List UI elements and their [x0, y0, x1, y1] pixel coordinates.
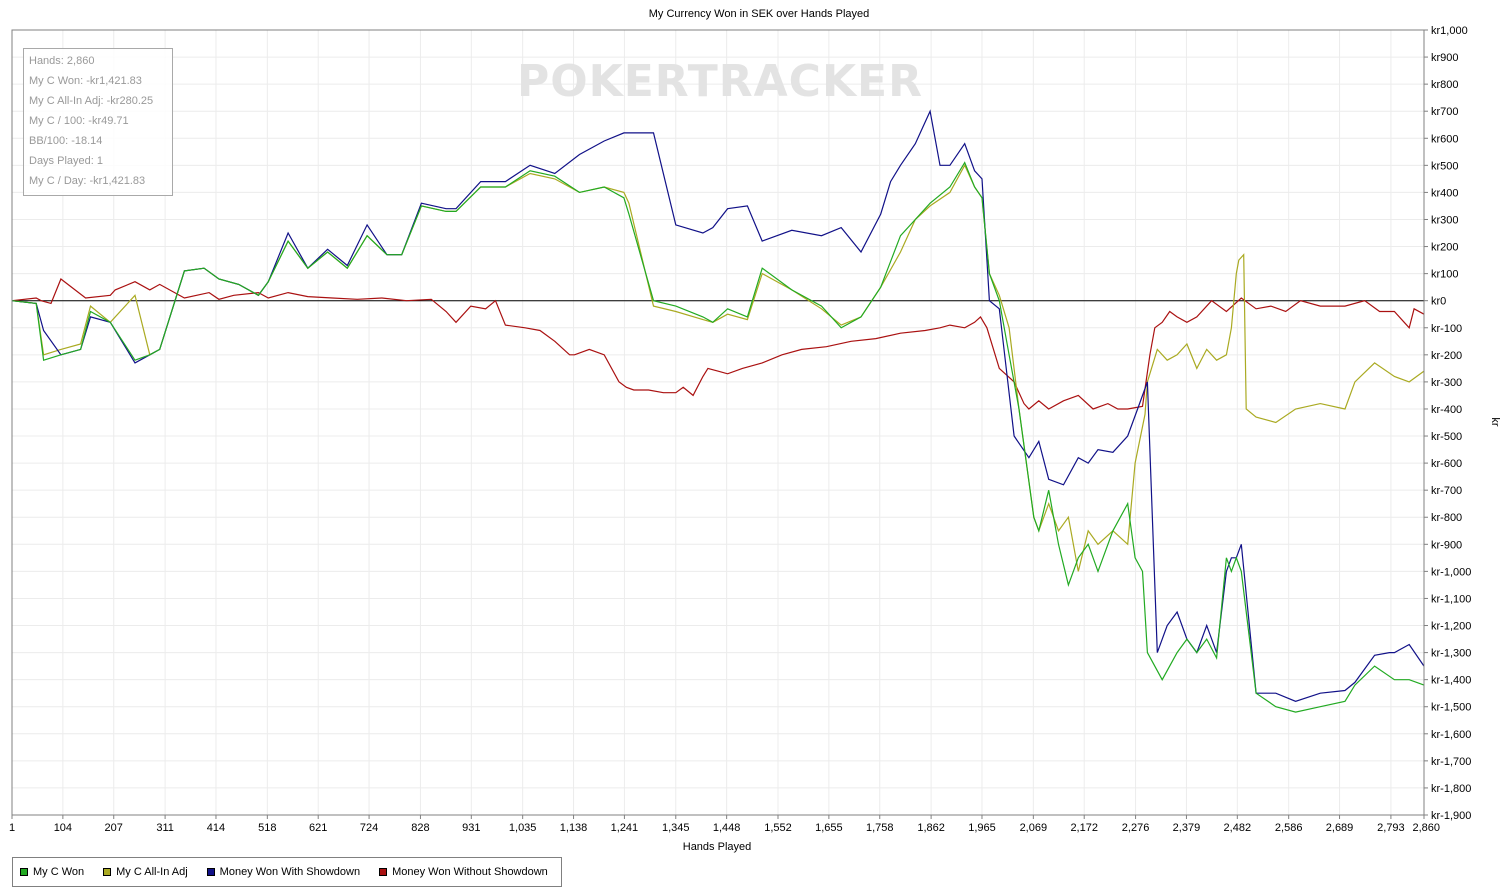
- y-tick-label: kr-500: [1431, 431, 1462, 443]
- x-tick-label: 2,379: [1173, 822, 1201, 834]
- x-tick-label: 621: [309, 822, 327, 834]
- legend-item-my-c-won[interactable]: My C Won: [20, 866, 84, 878]
- x-axis-label: Hands Played: [683, 841, 752, 853]
- stats-box: Hands: 2,860 My C Won: -kr1,421.83 My C …: [23, 48, 173, 196]
- x-tick-label: 1,655: [815, 822, 843, 834]
- stat-bb-100: BB/100: -18.14: [29, 135, 103, 147]
- series-line-my-c-won: [11, 161, 1425, 713]
- x-tick-label: 311: [156, 822, 174, 834]
- watermark-logo: POKERTRACKER: [517, 56, 923, 107]
- x-tick-label: 518: [258, 822, 276, 834]
- x-tick-label: 1,138: [560, 822, 588, 834]
- y-tick-label: kr300: [1431, 214, 1459, 226]
- x-tick-label: 104: [54, 822, 72, 834]
- y-tick-label: kr500: [1431, 160, 1459, 172]
- x-tick-label: 828: [411, 822, 429, 834]
- y-tick-label: kr1,000: [1431, 25, 1468, 37]
- legend-label: My C All-In Adj: [116, 866, 188, 878]
- y-tick-label: kr-1,200: [1431, 621, 1471, 633]
- y-tick-label: kr-200: [1431, 350, 1462, 362]
- chart-title: My Currency Won in SEK over Hands Played: [649, 8, 870, 20]
- x-tick-label: 1,862: [917, 822, 945, 834]
- x-tick-label: 2,172: [1070, 822, 1098, 834]
- x-tick-label: 1,241: [611, 822, 639, 834]
- legend-label: Money Won Without Showdown: [392, 866, 548, 878]
- y-tick-label: kr200: [1431, 242, 1459, 254]
- x-tick-label: 1,345: [662, 822, 690, 834]
- x-tick-label: 414: [207, 822, 225, 834]
- plot-area: [11, 29, 1425, 816]
- y-tick-label: kr800: [1431, 79, 1459, 91]
- y-tick-label: kr-1,100: [1431, 593, 1471, 605]
- y-tick-label: kr-1,700: [1431, 756, 1471, 768]
- x-tick-label: 2,069: [1020, 822, 1048, 834]
- series-group: [11, 109, 1425, 713]
- y-tick-label: kr-1,800: [1431, 783, 1471, 795]
- stat-per-day: My C / Day: -kr1,421.83: [29, 175, 146, 187]
- y-tick-label: kr-1,300: [1431, 648, 1471, 660]
- x-tick-label: 2,276: [1122, 822, 1150, 834]
- x-tick-label: 1,552: [764, 822, 792, 834]
- series-line-my-c-all-in-adj: [11, 163, 1425, 572]
- legend-swatch: [103, 868, 112, 876]
- y-tick-label: kr-1,500: [1431, 702, 1471, 714]
- x-tick-label: 2,586: [1275, 822, 1303, 834]
- legend-swatch: [20, 868, 28, 876]
- legend-label: Money Won With Showdown: [219, 866, 361, 878]
- y-tick-label: kr-1,900: [1431, 810, 1471, 822]
- y-tick-label: kr-900: [1431, 539, 1462, 551]
- legend-item-all-in-adj[interactable]: My C All-In Adj: [103, 866, 188, 878]
- y-tick-label: kr900: [1431, 52, 1459, 64]
- y-tick-label: kr400: [1431, 187, 1459, 199]
- y-axis: kr1,000 kr900 kr800 kr700 kr600 kr500 kr400 kr3…: [1424, 25, 1471, 822]
- x-tick-label: 1,448: [713, 822, 741, 834]
- legend-swatch: [206, 868, 215, 876]
- x-tick-label: 1,758: [866, 822, 894, 834]
- y-tick-label: kr-400: [1431, 404, 1462, 416]
- grid: [11, 29, 1425, 816]
- y-tick-label: kr-100: [1431, 323, 1462, 335]
- x-tick-label: 931: [462, 822, 480, 834]
- y-tick-label: kr600: [1431, 133, 1459, 145]
- y-tick-label: kr0: [1431, 296, 1446, 308]
- legend-swatch: [379, 868, 388, 876]
- stat-won: My C Won: -kr1,421.83: [29, 75, 142, 87]
- y-axis-label: kr: [1489, 417, 1501, 427]
- y-tick-label: kr-1,400: [1431, 675, 1471, 687]
- stat-per-100: My C / 100: -kr49.71: [29, 115, 129, 127]
- x-tick-label: 2,793: [1377, 822, 1405, 834]
- y-tick-label: kr-1,600: [1431, 729, 1471, 741]
- legend-label: My C Won: [33, 866, 85, 878]
- y-tick-label: kr-700: [1431, 485, 1462, 497]
- y-tick-label: kr-800: [1431, 512, 1462, 524]
- stat-days: Days Played: 1: [29, 155, 103, 167]
- x-tick-label: 1,035: [509, 822, 537, 834]
- x-tick-label: 207: [105, 822, 123, 834]
- x-axis: 1 104 207 311 414 518 621 724 828 931 1,035 1,138 1,…: [9, 815, 1440, 834]
- y-tick-label: kr-1,000: [1431, 566, 1471, 578]
- y-tick-label: kr-600: [1431, 458, 1462, 470]
- series-line-money-won-with-showdown: [11, 109, 1425, 702]
- x-tick-label: 724: [360, 822, 378, 834]
- x-tick-label: 2,689: [1326, 822, 1354, 834]
- stat-allin-adj: My C All-In Adj: -kr280.25: [29, 95, 154, 107]
- legend: My C Won My C All-In Adj Money Won With …: [12, 857, 562, 887]
- y-tick-label: kr100: [1431, 269, 1459, 281]
- legend-item-with-showdown[interactable]: Money Won With Showdown: [206, 866, 361, 878]
- series-line-money-won-without-showdown: [11, 278, 1425, 410]
- legend-item-without-showdown[interactable]: Money Won Without Showdown: [379, 866, 548, 878]
- x-tick-label: 1,965: [968, 822, 996, 834]
- x-tick-label: 2,482: [1224, 822, 1252, 834]
- x-tick-label: 2,860: [1412, 822, 1440, 834]
- stat-hands: Hands: 2,860: [29, 55, 95, 67]
- y-tick-label: kr-300: [1431, 377, 1462, 389]
- y-tick-label: kr700: [1431, 106, 1459, 118]
- x-tick-label: 1: [9, 822, 15, 834]
